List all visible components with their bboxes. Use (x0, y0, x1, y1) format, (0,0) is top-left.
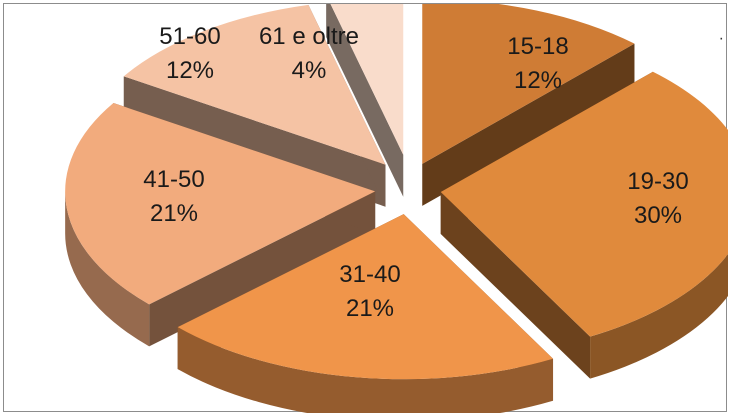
slice-wall-15-18-1 (422, 43, 635, 206)
slice-value-label-3: 21% (150, 200, 198, 227)
slice-category-label-5: 61 e oltre (259, 23, 359, 50)
slice-wall-61 e oltre-0 (326, 4, 404, 197)
slice-category-label-2: 31-40 (339, 261, 400, 288)
slice-side-41-50-0 (65, 191, 150, 347)
chart-frame: 15-18 12% 19-30 30% 31-40 21% 41-50 21% 51-60 12%… (3, 3, 728, 413)
slice-side-19-30-0 (590, 253, 728, 379)
slice-category-label-0: 15-18 (507, 33, 568, 60)
slice-category-label-1: 19-30 (627, 168, 688, 195)
slice-top-61 e oltre (330, 4, 404, 155)
slice-value-label-4: 12% (166, 57, 214, 84)
slice-labels-layer: 15-18 12% 19-30 30% 31-40 21% 41-50 21% 51-60 12%… (143, 23, 688, 322)
slice-top-51-60 (123, 4, 386, 165)
slice-value-label-2: 21% (346, 295, 394, 322)
slice-value-label-0: 12% (514, 67, 562, 94)
slice-side-31-40-0 (177, 327, 554, 413)
slice-top-31-40 (177, 214, 554, 380)
corner-mark: · (718, 30, 724, 47)
slice-wall-19-30-1 (440, 192, 591, 379)
slice-top-19-30 (440, 71, 728, 337)
slice-category-label-3: 41-50 (143, 166, 204, 193)
slice-top-41-50 (65, 102, 376, 305)
slice-tops-layer (65, 4, 728, 380)
pie-chart: 15-18 12% 19-30 30% 31-40 21% 41-50 21% 51-60 12%… (65, 4, 728, 413)
slice-wall-41-50-0 (149, 191, 376, 347)
slice-category-label-4: 51-60 (159, 23, 220, 50)
slice-value-label-1: 30% (634, 202, 682, 229)
slice-value-label-5: 4% (292, 57, 327, 84)
slice-top-15-18 (422, 4, 635, 164)
